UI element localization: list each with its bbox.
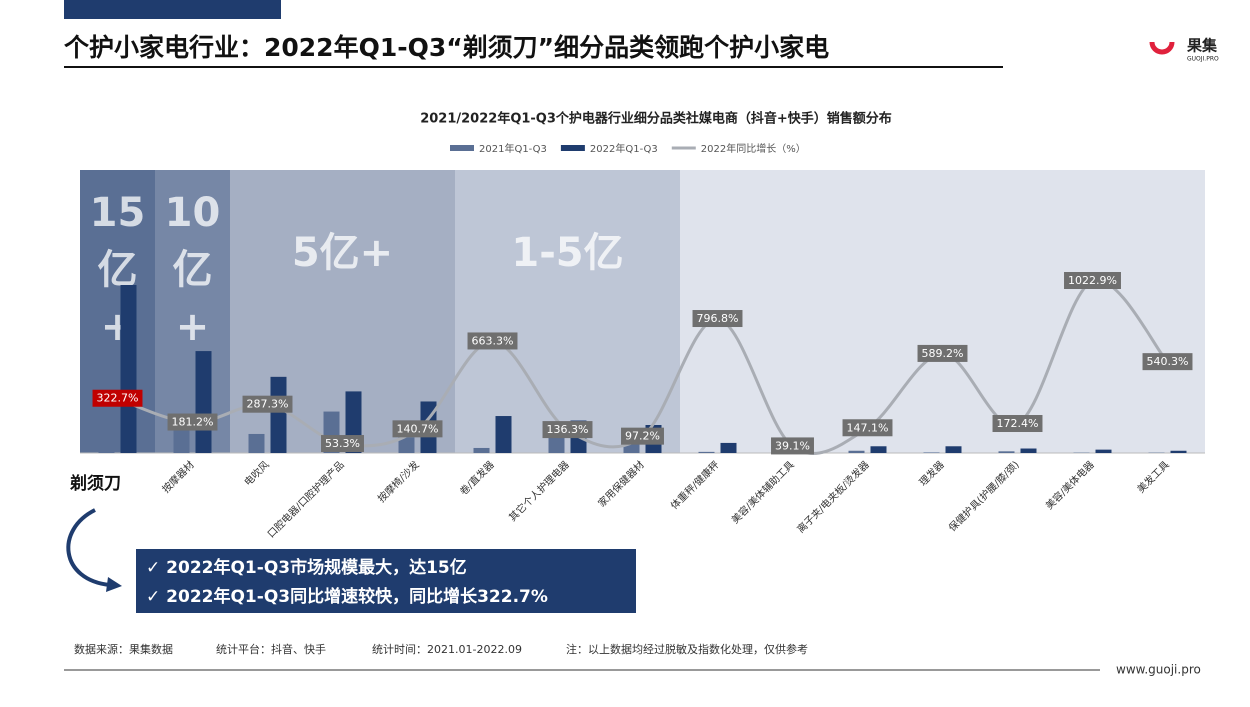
x-tick-label: 家用保健器材 <box>595 458 647 510</box>
bar <box>849 451 865 453</box>
x-tick-label: 其它个人护理电器 <box>506 458 572 524</box>
bar <box>924 452 940 453</box>
legend-swatch <box>561 145 585 151</box>
band <box>680 170 1205 453</box>
bar <box>999 451 1015 453</box>
footer-note: 统计平台：抖音、快手 <box>216 642 326 656</box>
bar <box>271 377 287 453</box>
header-bar <box>64 0 281 19</box>
logo: 果集 <box>1186 37 1218 55</box>
data-label: 97.2% <box>625 430 660 443</box>
highlight-label: 剃须刀 <box>70 473 121 494</box>
data-label: 287.3% <box>247 398 289 411</box>
footer-note: 数据来源：果集数据 <box>74 642 173 656</box>
logo-icon <box>1152 42 1172 52</box>
legend-label: 2022年同比增长（%） <box>701 142 806 155</box>
chart-title: 2021/2022年Q1-Q3个护电器行业细分品类社媒电商（抖音+快手）销售额分… <box>420 111 892 127</box>
x-tick-label: 体重秤/健康秤 <box>668 458 722 512</box>
bar <box>871 446 887 453</box>
data-label: 181.2% <box>172 416 214 429</box>
data-label: 136.3% <box>547 423 589 436</box>
x-tick-label: 口腔电器/口腔护理产品 <box>264 458 346 540</box>
data-label: 53.3% <box>325 437 360 450</box>
x-tick-label: 理发器 <box>916 458 946 488</box>
bar <box>1021 449 1037 453</box>
bar <box>699 452 715 453</box>
bar <box>99 411 115 453</box>
data-label: 39.1% <box>775 439 810 452</box>
footer-note: 统计时间：2021.01-2022.09 <box>372 643 522 656</box>
x-tick-label: 保健护具(护腰/膝/颈) <box>946 458 1022 534</box>
band-label: 1-5亿 <box>511 230 623 276</box>
bar <box>496 416 512 453</box>
arrow <box>68 510 110 585</box>
data-label: 540.3% <box>1147 355 1189 368</box>
band-label: 5亿+ <box>292 230 393 276</box>
bar <box>946 446 962 453</box>
band-label: 亿 <box>173 247 213 293</box>
data-label: 1022.9% <box>1068 274 1117 287</box>
x-tick-label: 美发工具 <box>1134 458 1171 495</box>
legend-label: 2022年Q1-Q3 <box>590 142 658 155</box>
bar <box>1171 451 1187 453</box>
data-label: 147.1% <box>847 421 889 434</box>
x-tick-label: 按摩器材 <box>159 458 196 495</box>
band-label: 15 <box>90 190 146 236</box>
bar <box>474 448 490 453</box>
bar <box>721 443 737 453</box>
data-label: 322.7% <box>97 392 139 405</box>
footer-note: 注：以上数据均经过脱敏及指数化处理，仅供参考 <box>566 642 808 656</box>
slide-title: 个护小家电行业：2022年Q1-Q3“剃须刀”细分品类领跑个护小家电 <box>64 33 829 62</box>
footer-url: www.guoji.pro <box>1116 663 1201 677</box>
legend-label: 2021年Q1-Q3 <box>479 142 547 155</box>
band-label: 10 <box>165 190 221 236</box>
data-label: 140.7% <box>397 422 439 435</box>
x-tick-label: 电吹风 <box>241 458 271 488</box>
x-tick-label: 美容/美体辅助工具 <box>729 458 797 526</box>
callout-line: ✓ 2022年Q1-Q3同比增速较快，同比增长322.7% <box>146 586 548 607</box>
bar <box>196 351 212 453</box>
x-tick-label: 离子夹/电夹板/烫发器 <box>794 458 872 536</box>
arrow-head <box>106 577 122 592</box>
data-label: 796.8% <box>697 312 739 325</box>
bar <box>249 434 265 453</box>
bar <box>121 285 137 453</box>
data-label: 172.4% <box>997 417 1039 430</box>
callout-line: ✓ 2022年Q1-Q3市场规模最大，达15亿 <box>146 557 467 578</box>
logo-sub: GUOJI.PRO <box>1187 56 1219 63</box>
x-tick-label: 按摩椅/沙发 <box>375 458 422 505</box>
x-tick-label: 卷/直发器 <box>457 458 497 498</box>
data-label: 663.3% <box>472 334 514 347</box>
bar <box>1096 450 1112 453</box>
x-tick-label: 美容/美体电器 <box>1043 458 1097 512</box>
data-label: 589.2% <box>922 347 964 360</box>
band-label: + <box>176 304 210 350</box>
band <box>455 170 680 453</box>
legend-swatch <box>450 145 474 151</box>
